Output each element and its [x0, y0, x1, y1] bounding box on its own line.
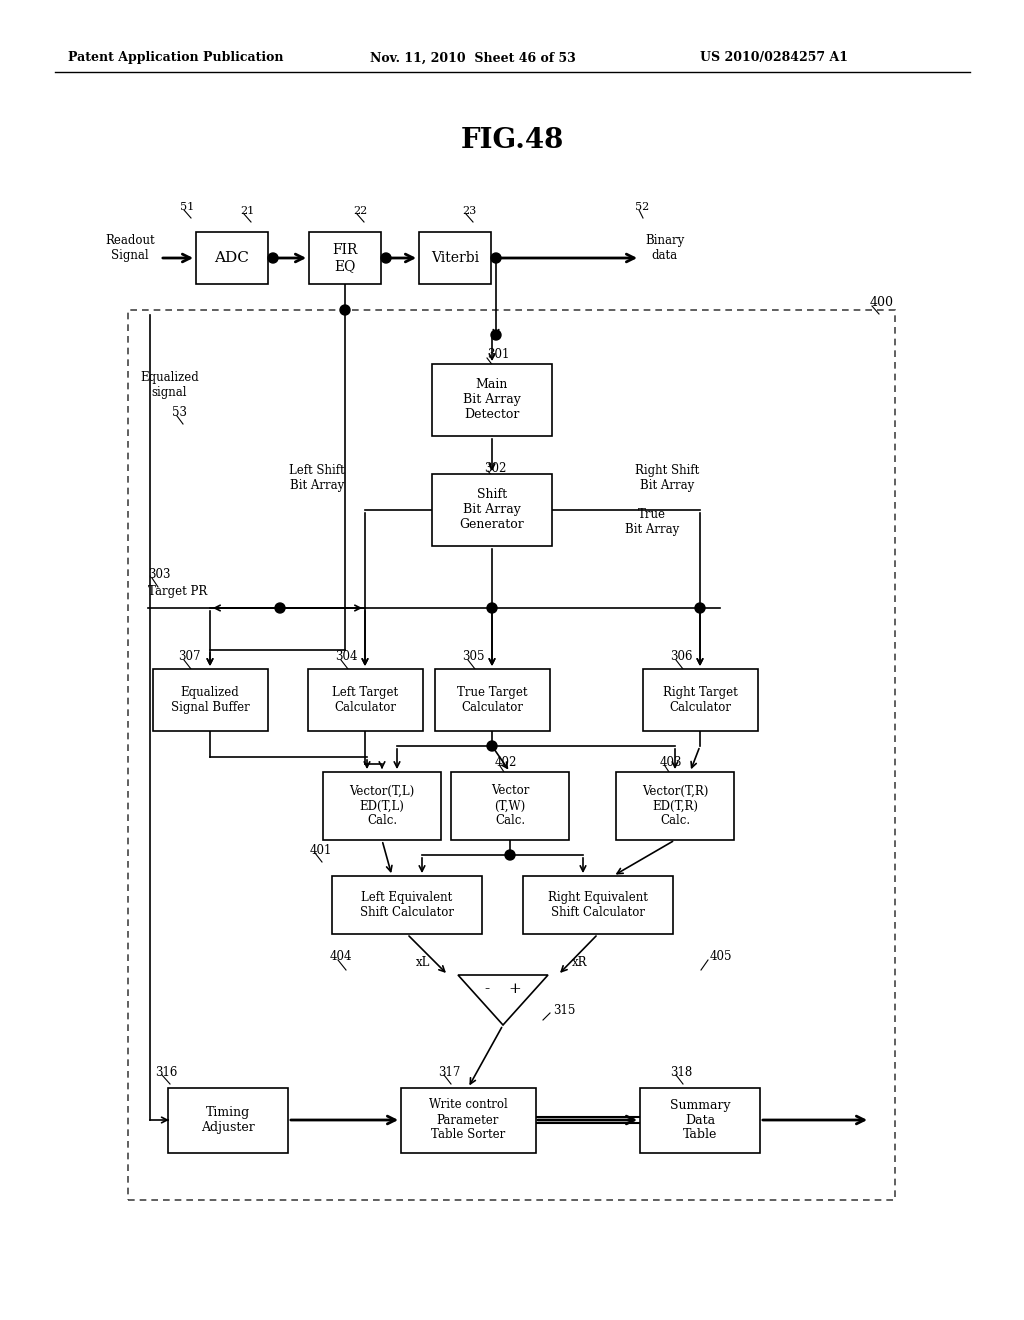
Bar	[642, 669, 758, 731]
Bar	[309, 232, 381, 284]
Text: ADC: ADC	[215, 251, 250, 265]
Text: FIR
EQ: FIR EQ	[333, 243, 357, 273]
Circle shape	[487, 741, 497, 751]
Text: 301: 301	[487, 348, 509, 362]
Text: True Target
Calculator: True Target Calculator	[457, 686, 527, 714]
Text: Right Equivalent
Shift Calculator: Right Equivalent Shift Calculator	[548, 891, 648, 919]
Text: 404: 404	[330, 950, 352, 964]
Text: 51: 51	[180, 202, 195, 213]
Text: 23: 23	[462, 206, 476, 216]
Bar	[523, 876, 673, 935]
Text: 403: 403	[660, 756, 683, 770]
Text: 316: 316	[155, 1065, 177, 1078]
Text: 405: 405	[710, 950, 732, 964]
Text: Vector(T,L)
ED(T,L)
Calc.: Vector(T,L) ED(T,L) Calc.	[349, 784, 415, 828]
Circle shape	[490, 253, 501, 263]
Text: -: -	[484, 982, 489, 997]
Text: Equalized
signal: Equalized signal	[140, 371, 199, 399]
Text: 307: 307	[178, 651, 201, 664]
Text: Shift
Bit Array
Generator: Shift Bit Array Generator	[460, 488, 524, 532]
Text: US 2010/0284257 A1: US 2010/0284257 A1	[700, 51, 848, 65]
Text: 305: 305	[462, 651, 484, 664]
Bar	[128, 310, 895, 1200]
Circle shape	[490, 330, 501, 341]
Text: Viterbi: Viterbi	[431, 251, 479, 265]
Text: Write control
Parameter
Table Sorter: Write control Parameter Table Sorter	[429, 1098, 507, 1142]
Text: True
Bit Array: True Bit Array	[625, 508, 679, 536]
Text: Equalized
Signal Buffer: Equalized Signal Buffer	[171, 686, 250, 714]
Text: 315: 315	[553, 1003, 575, 1016]
Text: +: +	[509, 982, 521, 997]
Text: 317: 317	[438, 1065, 461, 1078]
Text: Summary
Data
Table: Summary Data Table	[670, 1098, 730, 1142]
Bar	[196, 232, 268, 284]
Text: Target PR: Target PR	[148, 585, 207, 598]
Bar	[400, 1088, 536, 1152]
Text: Left Equivalent
Shift Calculator: Left Equivalent Shift Calculator	[360, 891, 454, 919]
Text: 303: 303	[148, 569, 171, 582]
Bar	[323, 772, 441, 840]
Text: Patent Application Publication: Patent Application Publication	[68, 51, 284, 65]
Text: Binary
data: Binary data	[645, 234, 684, 261]
Bar	[616, 772, 734, 840]
Text: xR: xR	[572, 957, 588, 969]
Bar	[432, 364, 552, 436]
Bar	[432, 474, 552, 546]
Circle shape	[275, 603, 285, 612]
Circle shape	[505, 850, 515, 861]
Circle shape	[340, 305, 350, 315]
Text: 401: 401	[310, 843, 333, 857]
Text: Right Shift
Bit Array: Right Shift Bit Array	[635, 465, 699, 492]
Bar	[451, 772, 569, 840]
Text: 53: 53	[172, 405, 187, 418]
Circle shape	[487, 603, 497, 612]
Text: 318: 318	[670, 1065, 692, 1078]
Text: Main
Bit Array
Detector: Main Bit Array Detector	[463, 379, 521, 421]
Circle shape	[695, 603, 705, 612]
Text: Left Target
Calculator: Left Target Calculator	[332, 686, 398, 714]
Text: 302: 302	[484, 462, 507, 474]
Text: 21: 21	[240, 206, 254, 216]
Text: xL: xL	[416, 957, 430, 969]
Bar	[307, 669, 423, 731]
Bar	[153, 669, 267, 731]
Text: 304: 304	[335, 651, 357, 664]
Text: 306: 306	[670, 651, 692, 664]
Circle shape	[268, 253, 278, 263]
Text: Left Shift
Bit Array: Left Shift Bit Array	[289, 465, 345, 492]
Text: 402: 402	[495, 756, 517, 770]
Bar	[168, 1088, 288, 1152]
Text: FIG.48: FIG.48	[461, 127, 563, 153]
Text: Readout
Signal: Readout Signal	[105, 234, 155, 261]
Circle shape	[381, 253, 391, 263]
Text: Nov. 11, 2010  Sheet 46 of 53: Nov. 11, 2010 Sheet 46 of 53	[370, 51, 575, 65]
Text: Right Target
Calculator: Right Target Calculator	[663, 686, 737, 714]
Text: Vector(T,R)
ED(T,R)
Calc.: Vector(T,R) ED(T,R) Calc.	[642, 784, 709, 828]
Text: Vector
(T,W)
Calc.: Vector (T,W) Calc.	[490, 784, 529, 828]
Bar	[434, 669, 550, 731]
Bar	[640, 1088, 760, 1152]
Bar	[332, 876, 482, 935]
Text: Timing
Adjuster: Timing Adjuster	[201, 1106, 255, 1134]
Text: 22: 22	[353, 206, 368, 216]
Text: 52: 52	[635, 202, 649, 213]
Bar	[419, 232, 490, 284]
Text: 400: 400	[870, 296, 894, 309]
